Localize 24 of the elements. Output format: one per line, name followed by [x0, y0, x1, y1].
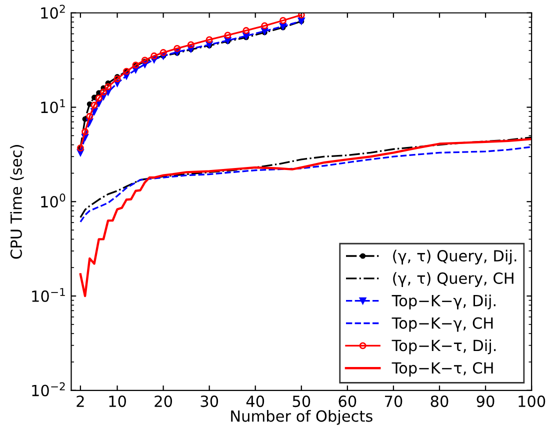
y-tick-label: 10$^{−2}$ — [32, 382, 65, 396]
legend-label: (γ, τ) Query, CH — [393, 272, 514, 287]
x-tick-label: 30 — [200, 396, 218, 408]
legend-label: (γ, τ) Query, Dij. — [393, 250, 516, 265]
y-tick-label: 10$^{−1}$ — [32, 288, 65, 302]
x-tick-label: 70 — [384, 396, 402, 408]
x-tick-label: 90 — [476, 396, 494, 408]
y-tick-label: 10$^{0}$ — [41, 194, 66, 208]
x-tick-label: 100 — [518, 396, 546, 408]
x-axis-title: Number of Objects — [231, 410, 372, 425]
x-tick-label: 40 — [246, 396, 264, 408]
x-tick-label: 80 — [430, 396, 448, 408]
x-tick-label: 60 — [338, 396, 356, 408]
y-axis-title: CPU Time (sec) — [10, 145, 24, 259]
y-tick-label: 10$^{2}$ — [41, 4, 65, 19]
x-tick-label: 2 — [76, 396, 84, 407]
x-tick-label: 10 — [109, 396, 126, 408]
x-tick-label: 20 — [154, 396, 172, 408]
x-tick-label: 50 — [292, 396, 310, 408]
legend-label: Top−K−τ, Dij. — [392, 339, 496, 354]
y-tick-label: 10$^{1}$ — [41, 99, 65, 114]
legend-label: Top−K−τ, CH — [392, 362, 493, 377]
legend-label: Top−K−γ, CH — [392, 317, 493, 332]
legend-label: Top−K−γ, Dij. — [392, 294, 496, 310]
